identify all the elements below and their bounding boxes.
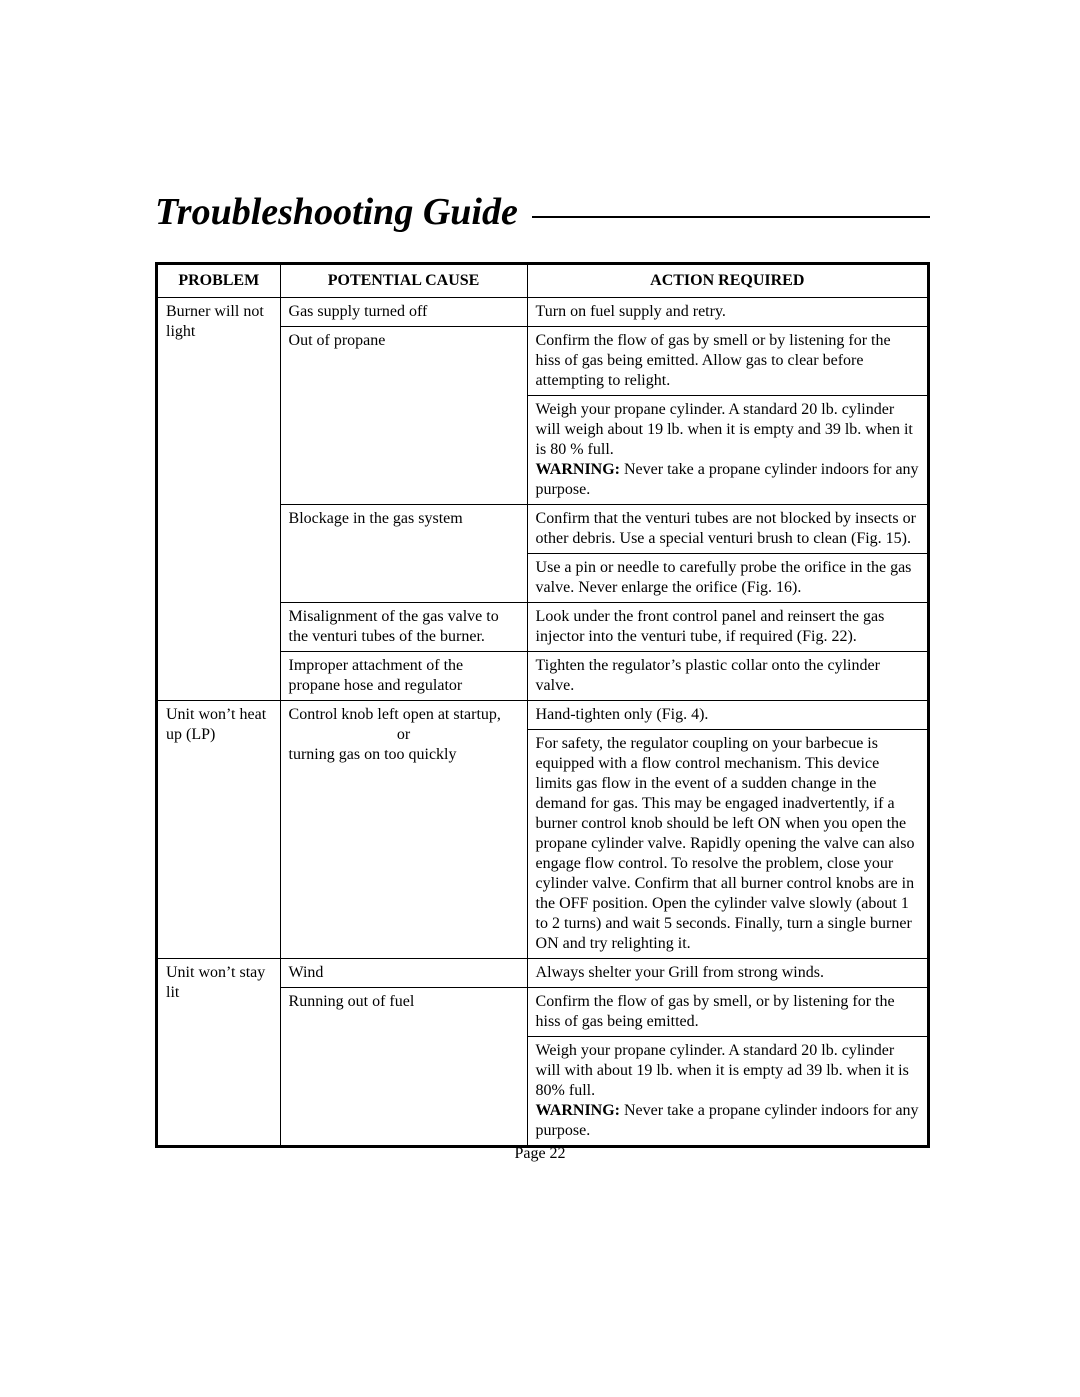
cause-or: or [289, 725, 519, 745]
action-cell: Tighten the regulator’s plastic collar o… [527, 652, 928, 701]
table-row: Unit won’t heat up (LP) Control knob lef… [157, 701, 929, 730]
warning-label: WARNING: [536, 1102, 620, 1119]
action-cell: Use a pin or needle to carefully probe t… [527, 554, 928, 603]
cause-text: turning gas on too quickly [289, 746, 457, 763]
problem-cell: Burner will not light [157, 298, 281, 701]
title-rule [532, 216, 930, 218]
problem-cell: Unit won’t stay lit [157, 959, 281, 1147]
action-cell: For safety, the regulator coupling on yo… [527, 730, 928, 959]
troubleshooting-table: PROBLEM POTENTIAL CAUSE ACTION REQUIRED … [155, 262, 930, 1148]
action-cell: Confirm the flow of gas by smell or by l… [527, 327, 928, 396]
action-cell: Turn on fuel supply and retry. [527, 298, 928, 327]
action-cell: Look under the front control panel and r… [527, 603, 928, 652]
warning-label: WARNING: [536, 461, 620, 478]
action-cell: Weigh your propane cylinder. A standard … [527, 396, 928, 505]
cause-cell: Out of propane [280, 327, 527, 505]
table-row: Unit won’t stay lit Wind Always shelter … [157, 959, 929, 988]
cause-cell: Running out of fuel [280, 988, 527, 1147]
cause-cell: Misalignment of the gas valve to the ven… [280, 603, 527, 652]
cause-text: Control knob left open at startup, [289, 706, 501, 723]
page-title: Troubleshooting Guide [155, 190, 518, 234]
action-cell: Hand-tighten only (Fig. 4). [527, 701, 928, 730]
action-text: Weigh your propane cylinder. A standard … [536, 1042, 909, 1099]
action-cell: Weigh your propane cylinder. A standard … [527, 1037, 928, 1147]
header-cause: POTENTIAL CAUSE [280, 264, 527, 298]
header-problem: PROBLEM [157, 264, 281, 298]
cause-cell: Wind [280, 959, 527, 988]
cause-cell: Gas supply turned off [280, 298, 527, 327]
action-cell: Confirm the flow of gas by smell, or by … [527, 988, 928, 1037]
table-header-row: PROBLEM POTENTIAL CAUSE ACTION REQUIRED [157, 264, 929, 298]
cause-cell: Improper attachment of the propane hose … [280, 652, 527, 701]
action-text: Weigh your propane cylinder. A standard … [536, 401, 913, 458]
page-number: Page 22 [0, 1145, 1080, 1163]
header-action: ACTION REQUIRED [527, 264, 928, 298]
action-cell: Always shelter your Grill from strong wi… [527, 959, 928, 988]
problem-cell: Unit won’t heat up (LP) [157, 701, 281, 959]
table-row: Burner will not light Gas supply turned … [157, 298, 929, 327]
title-row: Troubleshooting Guide [155, 190, 930, 234]
action-cell: Confirm that the venturi tubes are not b… [527, 505, 928, 554]
cause-cell: Control knob left open at startup, or tu… [280, 701, 527, 959]
cause-cell: Blockage in the gas system [280, 505, 527, 603]
page: Troubleshooting Guide PROBLEM POTENTIAL … [0, 0, 1080, 1397]
